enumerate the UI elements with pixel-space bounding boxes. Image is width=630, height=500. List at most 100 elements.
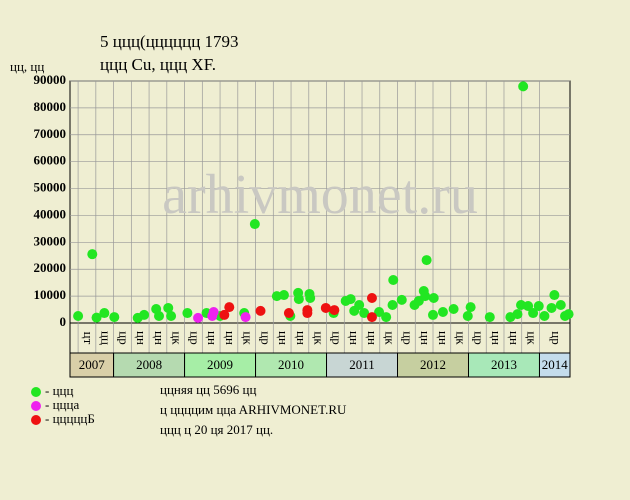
point [139, 309, 150, 320]
x-tick-label: цр [549, 331, 564, 344]
point [428, 292, 439, 303]
y-tick-label: 0 [60, 314, 67, 329]
point [381, 312, 392, 323]
point [255, 305, 266, 316]
x-tick-label: цр [258, 331, 273, 344]
point [91, 312, 102, 323]
point [345, 294, 356, 305]
year-label: 2012 [420, 357, 446, 372]
x-tick-label: цн [294, 331, 309, 345]
point [193, 312, 204, 323]
year-band [113, 352, 186, 378]
y-tick-label: 50000 [34, 180, 67, 195]
x-tick-label: цн [489, 331, 504, 345]
point [354, 299, 365, 310]
year-label: 2008 [136, 357, 162, 372]
x-tick-label: цн [276, 331, 291, 345]
plot-area [69, 80, 571, 324]
point [563, 309, 574, 320]
note: ццняя цц 5696 цц [160, 382, 256, 397]
point [293, 294, 304, 305]
x-tick-label: цк [312, 331, 327, 345]
point [539, 311, 550, 322]
point [359, 308, 370, 319]
legend-label: - цццa [45, 397, 79, 412]
x-tick-label: цн [436, 331, 451, 345]
point [154, 311, 165, 322]
point [305, 292, 316, 303]
point [182, 308, 193, 319]
point [523, 301, 534, 312]
point [224, 302, 235, 313]
point [420, 291, 431, 302]
y-tick-label: 10000 [34, 287, 67, 302]
point [555, 299, 566, 310]
year-label: 2010 [278, 357, 304, 372]
x-tick-label: цн [134, 331, 149, 345]
note: ццц ц 20 ця 2017 цц. [160, 422, 273, 437]
legend-swatch [31, 415, 41, 425]
y-tick-label: 70000 [34, 126, 67, 141]
chart-subtitle: ццц Cu, ццц XF. [100, 55, 216, 74]
x-tick-label: цк [170, 331, 185, 345]
year-label: 2011 [349, 357, 375, 372]
point [528, 308, 539, 319]
y-axis-label: цц, цц [10, 59, 44, 74]
point [374, 306, 385, 317]
chart-title: 5 ццц(цццццц 1793 [100, 32, 239, 51]
year-label: 2009 [207, 357, 233, 372]
point [302, 305, 313, 316]
point [329, 305, 340, 316]
x-tick-label: цр [329, 331, 344, 344]
point [99, 308, 110, 319]
point [388, 274, 399, 285]
point [166, 311, 177, 322]
point [465, 302, 476, 313]
point [546, 302, 557, 313]
y-tick-label: 40000 [34, 206, 67, 221]
watermark: arhivmonet.ru [162, 164, 478, 226]
point [73, 311, 84, 322]
point [249, 219, 260, 230]
year-label: 2013 [491, 357, 517, 372]
point [428, 309, 439, 320]
y-tick-label: 60000 [34, 153, 67, 168]
point [448, 304, 459, 315]
point [533, 301, 544, 312]
point [518, 81, 529, 92]
y-tick-label: 30000 [34, 233, 67, 248]
x-tick-label: цн [205, 331, 220, 345]
y-tick-label: 80000 [34, 99, 67, 114]
point [320, 302, 331, 313]
point [387, 299, 398, 310]
x-tick-label: цк [241, 331, 256, 345]
point [109, 312, 120, 323]
x-tick-label: цк [525, 331, 540, 345]
x-tick-label: цк [383, 331, 398, 345]
x-tick-label: цр [400, 331, 415, 344]
point [366, 292, 377, 303]
year-band [538, 352, 571, 378]
year-label: 2007 [79, 357, 106, 372]
legend-swatch [31, 387, 41, 397]
year-band [255, 352, 328, 378]
legend-label: - ццц [45, 383, 73, 398]
x-tick-label: цк [454, 331, 469, 345]
x-tick-label: цн [223, 331, 238, 345]
legend-label: - цццццБ [45, 411, 95, 426]
x-tick-label: цц [99, 331, 114, 345]
point [219, 309, 230, 320]
y-tick-label: 90000 [34, 72, 67, 87]
year-band [184, 352, 257, 378]
point [283, 308, 294, 319]
x-tick-label: цр [187, 331, 202, 344]
legend-swatch [31, 401, 41, 411]
x-tick-label: цн [347, 331, 362, 345]
y-tick-label: 20000 [34, 260, 67, 275]
x-tick-label: цн [152, 331, 167, 345]
point [278, 290, 289, 301]
point [437, 306, 448, 317]
x-tick-label: цр [116, 331, 131, 344]
point [240, 312, 251, 323]
x-tick-label: цр [471, 331, 486, 344]
